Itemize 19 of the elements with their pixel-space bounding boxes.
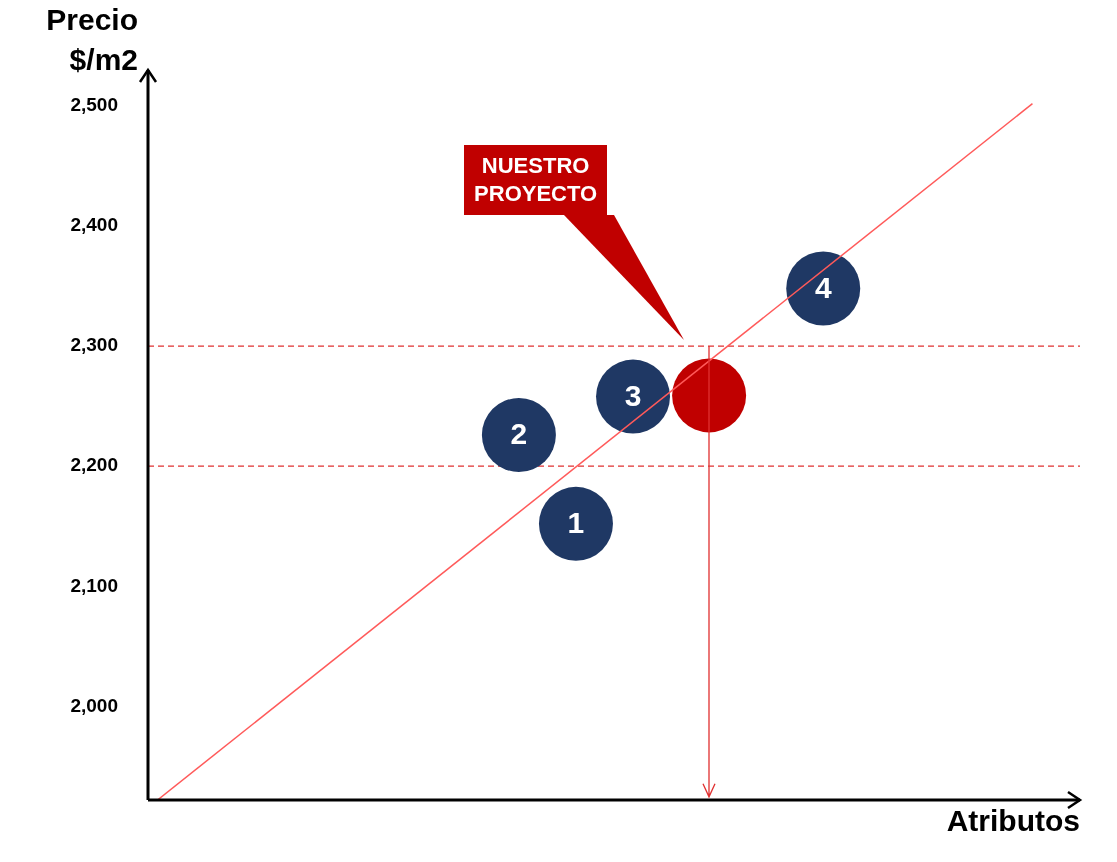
point	[481, 398, 556, 472]
y-tick-label: 2,400	[70, 214, 118, 236]
y-axis-title: Precio $/m2	[46, 3, 138, 76]
point	[538, 486, 613, 561]
y-tick-label: 2,500	[70, 94, 118, 116]
x-axis-title: Atributos	[946, 804, 1080, 838]
annotation: NUESTRO PROYECTO	[464, 145, 608, 216]
y-tick-label: 2,300	[70, 334, 118, 356]
series-label: 2	[510, 417, 528, 451]
series-label: 3	[624, 378, 642, 412]
series-label: 4	[814, 270, 832, 304]
callout-box: NUESTRO PROYECTO	[464, 145, 686, 341]
y-tick-label: 2,200	[70, 454, 118, 476]
point	[786, 251, 861, 326]
y-tick-label: 2,000	[70, 694, 118, 716]
point	[596, 359, 671, 434]
point	[672, 358, 747, 433]
series-label: 1	[567, 506, 585, 540]
y-tick-label: 2,100	[70, 574, 118, 596]
